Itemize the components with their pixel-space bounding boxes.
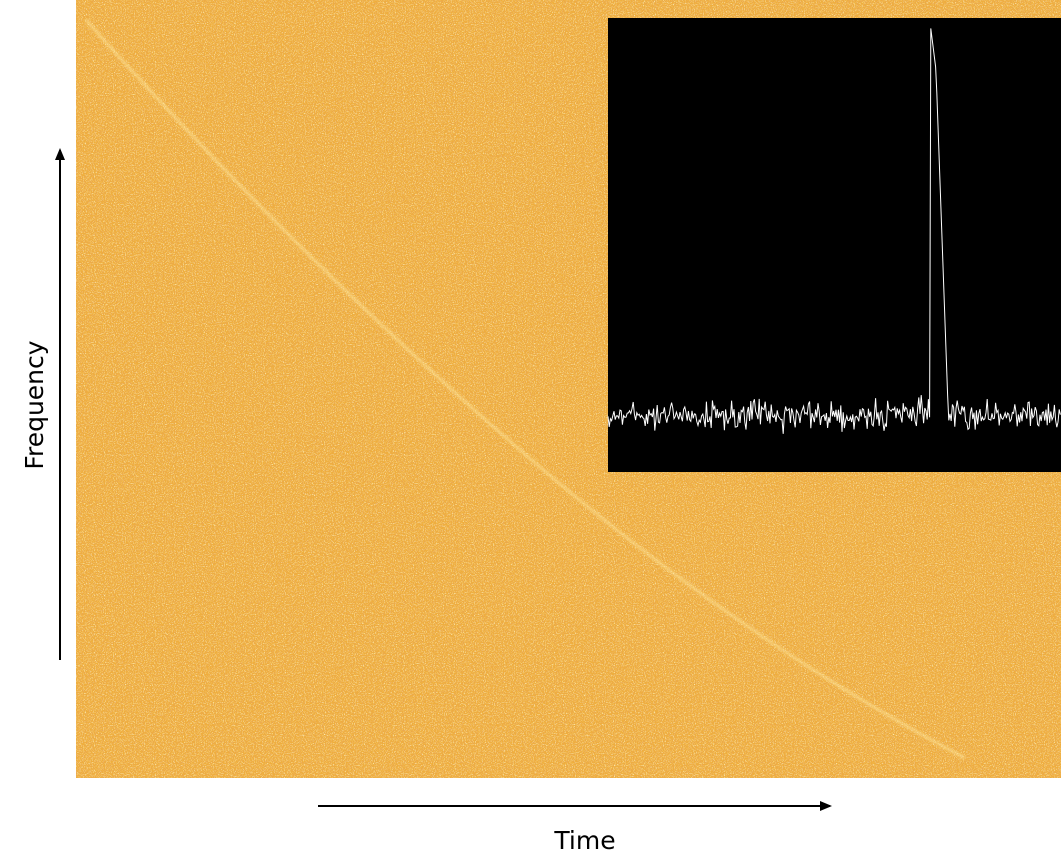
dispersion-sweep <box>84 19 966 760</box>
inset-background <box>608 18 1061 472</box>
pulse-inset <box>607 18 1061 472</box>
y-axis-label: Frequency <box>20 340 49 469</box>
x-axis-label: Time <box>553 826 615 855</box>
pulse-profile <box>607 28 1061 434</box>
